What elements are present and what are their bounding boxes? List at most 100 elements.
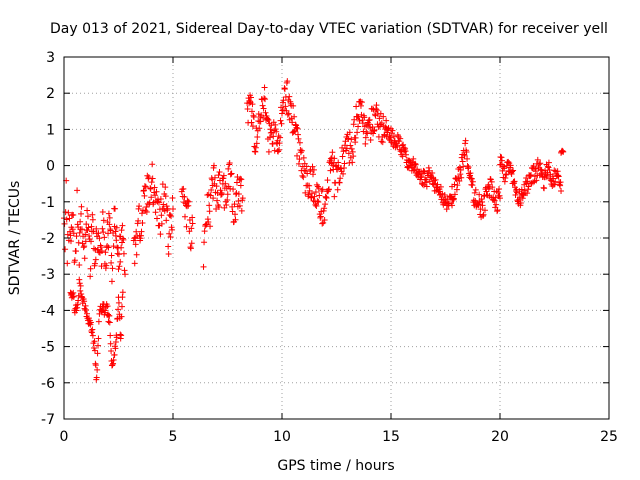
- data-point: [200, 263, 207, 270]
- data-point: [555, 173, 562, 180]
- data-point: [536, 161, 543, 168]
- data-point: [78, 210, 85, 217]
- data-point: [213, 183, 220, 190]
- data-point: [481, 207, 488, 214]
- data-point: [70, 293, 77, 300]
- data-point: [322, 201, 329, 208]
- data-point: [244, 105, 251, 112]
- data-point: [380, 113, 387, 120]
- data-point: [264, 115, 271, 122]
- data-point: [525, 183, 532, 190]
- data-point: [238, 176, 245, 183]
- data-point: [91, 347, 98, 354]
- data-point: [294, 125, 301, 132]
- data-point: [462, 137, 469, 144]
- data-point: [362, 140, 369, 147]
- data-point: [167, 211, 174, 218]
- data-point: [113, 224, 120, 231]
- data-point: [319, 220, 326, 227]
- data-point: [533, 177, 540, 184]
- data-point: [103, 262, 110, 269]
- data-point: [110, 243, 117, 250]
- data-point: [64, 231, 71, 238]
- data-point: [300, 154, 307, 161]
- data-point: [95, 249, 102, 256]
- data-point: [136, 203, 143, 210]
- data-point: [118, 244, 125, 251]
- data-point: [327, 167, 334, 174]
- data-point: [230, 186, 237, 193]
- data-point: [76, 229, 83, 236]
- data-point: [147, 185, 154, 192]
- data-point: [98, 248, 105, 255]
- data-point: [265, 116, 272, 123]
- data-point: [211, 174, 218, 181]
- data-point: [88, 238, 95, 245]
- data-point: [310, 166, 317, 173]
- data-point: [101, 234, 108, 241]
- data-point: [498, 157, 505, 164]
- data-point: [306, 182, 313, 189]
- data-point: [517, 199, 524, 206]
- data-point: [460, 163, 467, 170]
- data-point: [141, 192, 148, 199]
- data-point: [331, 193, 338, 200]
- data-point: [302, 189, 309, 196]
- data-point: [89, 326, 96, 333]
- data-point: [95, 318, 102, 325]
- data-point: [148, 194, 155, 201]
- y-tick-label: -4: [41, 303, 55, 319]
- data-point: [63, 216, 70, 223]
- data-point: [216, 168, 223, 175]
- data-point: [503, 171, 510, 178]
- data-point: [205, 219, 212, 226]
- data-point: [145, 174, 152, 181]
- data-point: [206, 202, 213, 209]
- data-point: [537, 160, 544, 167]
- data-point: [410, 155, 417, 162]
- data-point: [378, 138, 385, 145]
- data-point: [550, 175, 557, 182]
- data-point: [105, 244, 112, 251]
- data-point: [421, 168, 428, 175]
- data-point: [105, 318, 112, 325]
- data-point: [110, 360, 117, 367]
- data-point: [84, 213, 91, 220]
- data-point: [284, 111, 291, 118]
- data-point: [423, 176, 430, 183]
- data-point: [140, 187, 147, 194]
- data-point: [185, 198, 192, 205]
- data-point: [77, 218, 84, 225]
- data-point: [257, 118, 264, 125]
- data-point: [489, 184, 496, 191]
- data-point: [491, 197, 498, 204]
- data-point: [261, 84, 268, 91]
- data-point: [423, 183, 430, 190]
- y-tick-label: -1: [41, 195, 55, 211]
- data-point: [331, 155, 338, 162]
- data-point: [454, 182, 461, 189]
- data-point: [558, 187, 565, 194]
- data-point: [115, 251, 122, 258]
- data-point: [69, 293, 76, 300]
- data-point: [429, 169, 436, 176]
- data-point: [95, 246, 102, 253]
- data-point: [505, 158, 512, 165]
- data-point: [81, 298, 88, 305]
- data-point: [472, 186, 479, 193]
- data-point: [479, 202, 486, 209]
- data-point: [377, 110, 384, 117]
- data-point: [157, 195, 164, 202]
- data-point: [559, 148, 566, 155]
- y-tick-label: 0: [46, 159, 55, 175]
- data-point: [214, 197, 221, 204]
- data-point: [303, 163, 310, 170]
- data-point: [261, 95, 268, 102]
- data-point: [464, 155, 471, 162]
- data-point: [201, 239, 208, 246]
- data-point: [105, 230, 112, 237]
- data-point: [118, 332, 125, 339]
- data-point: [312, 201, 319, 208]
- data-point: [81, 255, 88, 262]
